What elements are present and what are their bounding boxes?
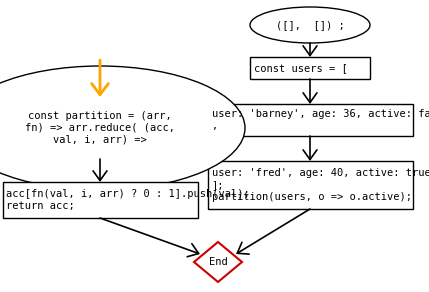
Text: user: 'barney', age: 36, active: false
,: user: 'barney', age: 36, active: false , <box>211 109 429 131</box>
Polygon shape <box>194 242 242 282</box>
Bar <box>250 57 370 79</box>
Text: End: End <box>208 257 227 267</box>
Text: user: 'fred', age: 40, active: true
];
partition(users, o => o.active);: user: 'fred', age: 40, active: true ]; p… <box>211 168 429 201</box>
Ellipse shape <box>0 66 245 190</box>
Bar <box>208 161 413 209</box>
Text: const users = [: const users = [ <box>254 63 348 73</box>
Text: const partition = (arr,
fn) => arr.reduce( (acc,
val, i, arr) =>: const partition = (arr, fn) => arr.reduc… <box>25 112 175 145</box>
Bar <box>3 182 197 218</box>
Ellipse shape <box>250 7 370 43</box>
Text: ([],  []) ;: ([], []) ; <box>275 20 344 30</box>
Text: acc[fn(val, i, arr) ? 0 : 1].push(val);
return acc;: acc[fn(val, i, arr) ? 0 : 1].push(val); … <box>6 189 250 211</box>
Bar <box>208 104 413 136</box>
